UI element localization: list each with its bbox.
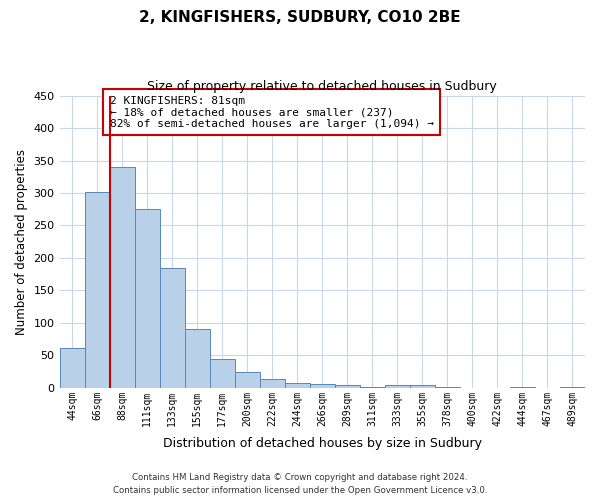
Title: Size of property relative to detached houses in Sudbury: Size of property relative to detached ho… [148,80,497,93]
Bar [235,372,260,388]
Bar [435,387,460,388]
Text: 2 KINGFISHERS: 81sqm
← 18% of detached houses are smaller (237)
82% of semi-deta: 2 KINGFISHERS: 81sqm ← 18% of detached h… [110,96,434,129]
Bar [310,384,335,388]
Bar [185,330,209,388]
Bar [85,192,110,388]
Bar [160,268,185,388]
Bar [110,167,134,388]
Bar [360,387,385,388]
Y-axis label: Number of detached properties: Number of detached properties [15,148,28,334]
Text: Contains HM Land Registry data © Crown copyright and database right 2024.
Contai: Contains HM Land Registry data © Crown c… [113,474,487,495]
Bar [209,358,235,388]
Bar [385,386,410,388]
Bar [335,386,360,388]
Bar [134,209,160,388]
Bar [260,379,285,388]
Bar [285,382,310,388]
Bar [410,386,435,388]
Bar [59,348,85,388]
Bar [560,386,585,388]
X-axis label: Distribution of detached houses by size in Sudbury: Distribution of detached houses by size … [163,437,482,450]
Text: 2, KINGFISHERS, SUDBURY, CO10 2BE: 2, KINGFISHERS, SUDBURY, CO10 2BE [139,10,461,25]
Bar [510,386,535,388]
